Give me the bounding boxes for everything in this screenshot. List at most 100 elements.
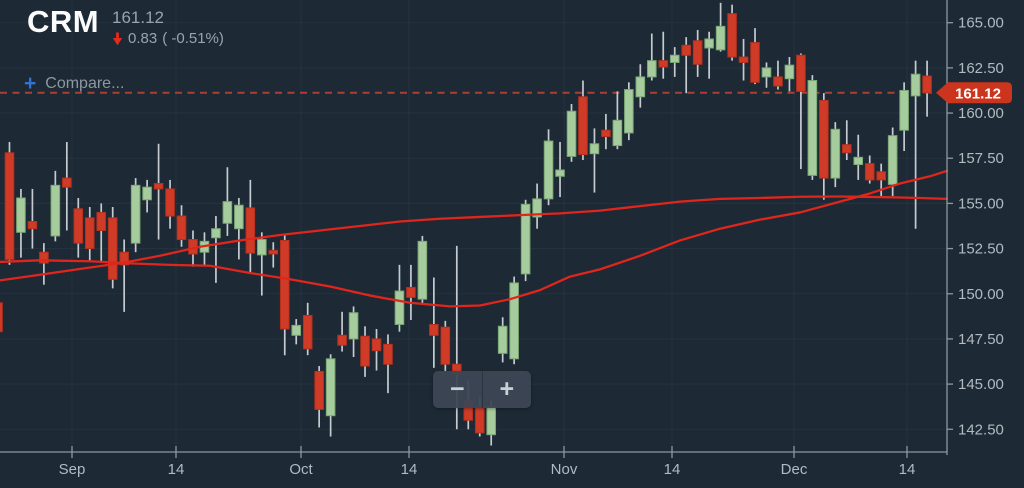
candle-body (234, 204, 244, 230)
y-axis-label: 157.50 (958, 150, 1004, 167)
candle-body (773, 76, 783, 87)
x-axis-label: 14 (168, 461, 185, 478)
candle-body (84, 217, 95, 250)
x-axis-label: Sep (59, 461, 86, 478)
candle-body (578, 96, 588, 156)
change-percent: ( -0.51%) (162, 30, 224, 47)
candle-body (899, 89, 909, 131)
x-axis-label: 14 (401, 461, 418, 478)
y-axis-label: 152.50 (958, 241, 1004, 258)
candle-body (394, 290, 405, 325)
candle-body (532, 198, 542, 218)
slow-moving-average-line (0, 195, 949, 282)
candle-body (704, 38, 714, 49)
candle-body (669, 54, 680, 63)
y-axis-label: 160.00 (958, 105, 1004, 122)
candle-body (119, 251, 129, 266)
candle-body (887, 135, 898, 185)
price-tag (936, 82, 1012, 104)
change-value: 0.83 (128, 30, 158, 47)
candle-body (383, 343, 393, 365)
candle-body (750, 42, 760, 83)
candle-body (692, 40, 703, 65)
candle-body (635, 76, 646, 98)
down-arrow-icon (112, 32, 123, 45)
x-axis-label: Dec (781, 461, 808, 478)
candle-body (520, 203, 531, 275)
candle-body (153, 183, 164, 190)
candle-body (474, 406, 485, 434)
candle-body (658, 60, 669, 68)
candle-body (761, 67, 772, 78)
candle-body (807, 80, 818, 176)
y-axis-label: 155.00 (958, 195, 1004, 212)
candle-body (142, 186, 152, 201)
candle-body (0, 302, 3, 333)
zoom-in-button[interactable]: + (481, 371, 532, 408)
candle-body (830, 128, 841, 179)
candle-body (819, 99, 829, 179)
zoom-controls: − + (433, 371, 531, 408)
candle-body (268, 249, 279, 255)
candle-body (130, 184, 141, 244)
candle-body (16, 197, 26, 233)
price-tag-value: 161.12 (955, 85, 1001, 102)
candle-body (73, 208, 84, 244)
candle-body (910, 73, 921, 97)
candle-body (348, 312, 359, 340)
fast-moving-average-line (0, 169, 949, 308)
candle-body (302, 314, 313, 350)
candle-body (222, 201, 233, 224)
price-change-row: 0.83 ( -0.51%) (112, 30, 224, 47)
candle-body (796, 54, 806, 92)
compare-label: Compare... (45, 75, 125, 92)
candle-body (107, 217, 118, 280)
price-block: 161.12 0.83 ( -0.51%) (112, 8, 224, 48)
candle-body (50, 184, 61, 237)
candle-body (509, 282, 519, 360)
candle-body (429, 323, 439, 336)
candle-body (96, 211, 107, 232)
candle-body (601, 129, 611, 138)
candle-body (337, 334, 347, 346)
candle-body (864, 163, 875, 181)
candle-body (39, 251, 49, 264)
y-axis-label: 165.00 (958, 15, 1004, 32)
candle-body (555, 169, 565, 177)
last-price: 161.12 (112, 8, 164, 27)
candle-body (325, 358, 336, 417)
candle-body (211, 228, 221, 239)
zoom-out-button[interactable]: − (449, 375, 465, 403)
candle-body (589, 143, 600, 155)
candle-body (738, 56, 749, 63)
candle-body (497, 325, 508, 354)
compare-button[interactable]: + Compare... (24, 73, 125, 94)
y-axis-label: 162.50 (958, 60, 1004, 77)
candle-body (566, 110, 577, 157)
candle-body (257, 239, 267, 256)
candle-body (784, 64, 795, 80)
candle-body (727, 13, 737, 58)
y-axis-label: 150.00 (958, 286, 1004, 303)
candle-body (681, 44, 692, 56)
candle-body (4, 152, 15, 260)
candle-body (371, 338, 382, 352)
candle-body (165, 188, 175, 217)
x-axis-label: 14 (899, 461, 916, 478)
y-axis-label: 147.50 (958, 331, 1004, 348)
candle-body (27, 220, 38, 230)
candle-body (876, 171, 886, 181)
candle-body (279, 239, 290, 330)
candle-body (841, 144, 852, 154)
y-axis-label: 145.00 (958, 376, 1004, 393)
candle-body (360, 335, 370, 367)
candle-body (176, 215, 187, 241)
candle-body (646, 60, 657, 78)
candle-body (440, 326, 451, 365)
y-axis-label: 142.50 (958, 421, 1004, 438)
candle-body (62, 177, 72, 188)
x-axis-label: Nov (551, 461, 578, 478)
candle-body (417, 240, 428, 300)
